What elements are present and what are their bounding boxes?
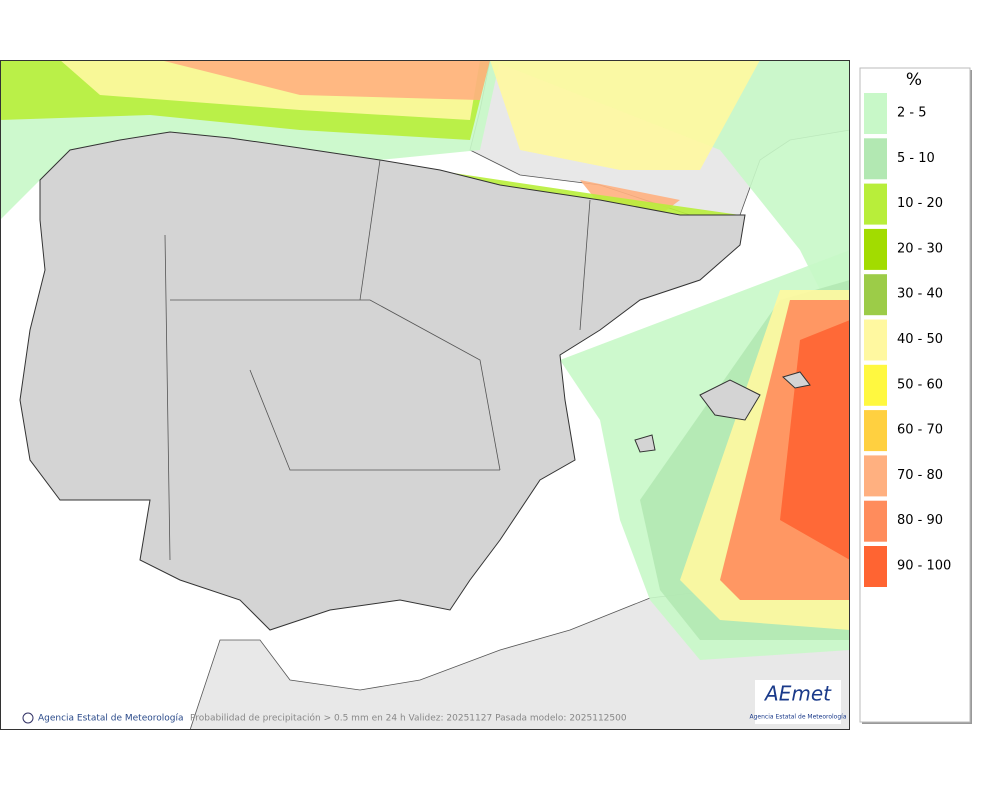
- legend-label: 90 - 100: [897, 559, 951, 574]
- legend-title: %: [906, 70, 922, 90]
- precip-zone: [490, 60, 760, 170]
- legend-swatch: [864, 319, 887, 361]
- mallorca: [699, 379, 761, 421]
- precip-zones: [0, 60, 850, 660]
- legend-label: 2 - 5: [897, 106, 927, 121]
- legend-label: 30 - 40: [897, 287, 943, 302]
- legend-swatch: [864, 138, 887, 180]
- legend-swatch: [864, 500, 887, 542]
- legend-label: 50 - 60: [897, 377, 943, 392]
- copyright-icon: [22, 712, 34, 724]
- legend-swatch: [864, 274, 887, 316]
- ibiza: [634, 434, 656, 453]
- borders: [164, 159, 591, 561]
- map: [0, 60, 850, 730]
- legend-swatch: [864, 546, 887, 587]
- logo: AEmet: [763, 682, 832, 706]
- map-frame: [0, 60, 850, 730]
- legend-label: 20 - 30: [897, 241, 943, 256]
- legend-swatch: [864, 183, 887, 225]
- credit: Agencia Estatal de Meteorología: [38, 714, 184, 724]
- precip-zone: [160, 60, 490, 100]
- logo-subtitle: Agencia Estatal de Meteorología: [750, 714, 847, 721]
- legend-swatch: [864, 455, 887, 497]
- legend-label: 60 - 70: [897, 423, 943, 438]
- legend-swatch: [864, 93, 887, 134]
- menorca: [782, 371, 811, 389]
- legend-swatch: [864, 364, 887, 406]
- legend-label: 10 - 20: [897, 196, 943, 211]
- precip-zone: [490, 60, 850, 350]
- logo-box: [755, 680, 841, 724]
- legend-swatch: [864, 228, 887, 270]
- legend-swatch: [864, 410, 887, 452]
- legend-label: 80 - 90: [897, 513, 943, 528]
- legend-items: 2 - 5 5 - 10 10 - 20 20 - 30 30 - 40 40 - 50 5…: [864, 93, 951, 587]
- legend-label: 5 - 10: [897, 151, 935, 166]
- caption: Probabilidad de precipitación > 0.5 mm e…: [190, 713, 627, 724]
- legend-label: 40 - 50: [897, 332, 943, 347]
- legend-label: 70 - 80: [897, 468, 943, 483]
